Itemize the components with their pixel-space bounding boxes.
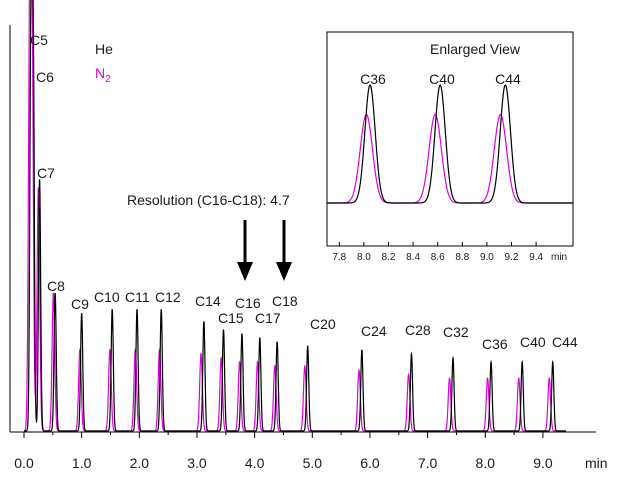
inset-series-he-trace: [327, 84, 573, 204]
peak-label-c17: C17: [255, 310, 281, 326]
main-x-ticks: 0.0 1.0 2.0 3.0 4.0 5.0 6.0 7.0 8.0 9.0: [14, 432, 553, 471]
inset-frame: [326, 31, 574, 247]
inset-peak-label-c44: C44: [495, 71, 521, 87]
peak-label-c7: C7: [37, 165, 55, 181]
main-x-tick-label: 7.0: [418, 455, 438, 471]
peak-label-c32: C32: [443, 324, 469, 340]
inset-x-ticks: 7.8 8.0 8.2 8.4 8.6 8.8 9.0 9.2 9.4: [332, 242, 543, 263]
main-x-tick-label: 6.0: [360, 455, 380, 471]
peak-label-c12: C12: [155, 289, 181, 305]
main-x-tick-label: 0.0: [14, 455, 34, 471]
inset-x-tick-label: 9.0: [480, 252, 494, 263]
main-x-tick-label: 2.0: [130, 455, 150, 471]
inset-x-tick-label: 7.8: [332, 252, 346, 263]
legend-he: He: [95, 41, 113, 57]
inset-peak-label-c36: C36: [360, 71, 386, 87]
main-x-axis-title: min: [585, 455, 608, 471]
peak-label-c5: C5: [30, 32, 48, 48]
inset-x-tick-label: 9.2: [505, 252, 519, 263]
inset-peak-labels: C36 C40 C44: [360, 71, 521, 87]
inset-x-tick-label: 9.4: [529, 252, 543, 263]
inset-x-tick-label: 8.2: [382, 252, 396, 263]
inset-x-tick-label: 8.6: [431, 252, 445, 263]
main-x-tick-label: 9.0: [533, 455, 553, 471]
main-x-tick-label: 4.0: [245, 455, 265, 471]
inset-title: Enlarged View: [430, 41, 521, 57]
inset-x-tick-label: 8.4: [406, 252, 420, 263]
peak-label-c6: C6: [36, 69, 54, 85]
resolution-arrow-c18: [276, 220, 292, 281]
peak-label-c14: C14: [195, 293, 221, 309]
resolution-annotation: Resolution (C16-C18): 4.7: [127, 192, 290, 208]
peak-label-c15: C15: [218, 310, 244, 326]
resolution-arrow-c16: [237, 220, 253, 281]
inset-x-axis-title: min: [551, 252, 567, 263]
peak-label-c40: C40: [520, 334, 546, 350]
series-he-trace: [24, 0, 566, 432]
legend-n2: N2: [95, 65, 111, 85]
peak-label-c11: C11: [125, 289, 150, 305]
peak-label-c20: C20: [310, 316, 336, 332]
main-x-tick-label: 1.0: [72, 455, 92, 471]
peak-label-c44: C44: [552, 334, 578, 350]
peak-label-c8: C8: [47, 278, 65, 294]
peak-label-c9: C9: [71, 296, 89, 312]
main-x-tick-label: 3.0: [187, 455, 207, 471]
peak-label-c36: C36: [482, 336, 508, 352]
peak-label-c16: C16: [235, 295, 261, 311]
inset-peak-label-c40: C40: [429, 71, 455, 87]
peak-label-c24: C24: [361, 323, 387, 339]
main-x-tick-label: 8.0: [476, 455, 496, 471]
peak-label-c18: C18: [272, 293, 298, 309]
main-traces: [23, 0, 566, 432]
inset-x-tick-label: 8.8: [455, 252, 469, 263]
peak-label-c28: C28: [405, 322, 431, 338]
main-x-tick-label: 5.0: [303, 455, 323, 471]
inset-traces: [327, 84, 573, 204]
inset-x-tick-label: 8.0: [357, 252, 371, 263]
peak-label-c10: C10: [94, 289, 120, 305]
